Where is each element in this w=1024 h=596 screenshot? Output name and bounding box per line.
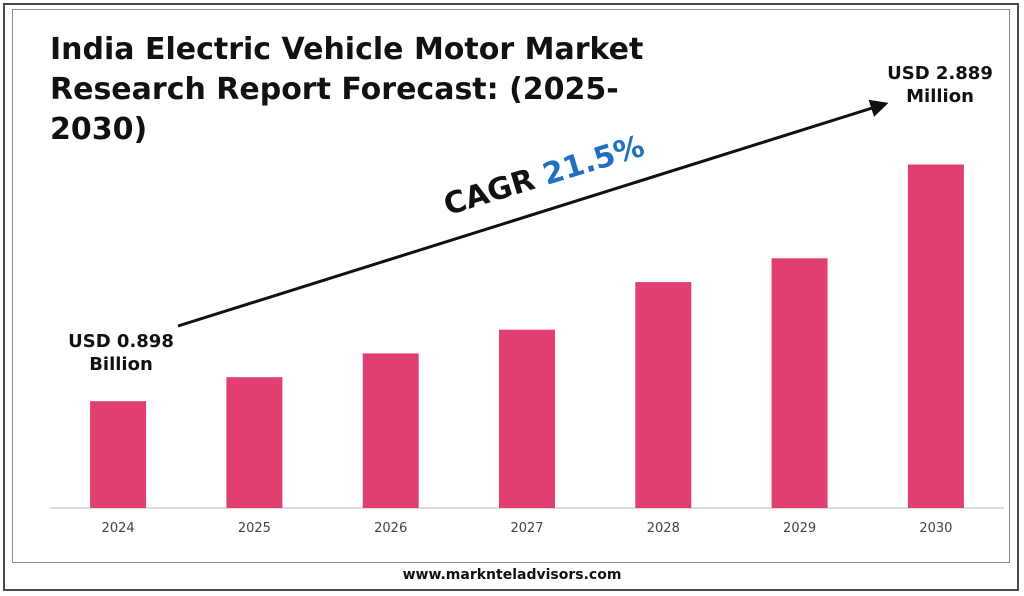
source-url: www.marknteladvisors.com	[402, 567, 622, 583]
bar-2029	[771, 258, 828, 508]
bar-2027	[499, 329, 555, 508]
outer-frame	[3, 3, 1019, 591]
x-tick-label: 2029	[783, 521, 816, 536]
x-tick-label: 2025	[238, 521, 271, 536]
chart-frame	[12, 9, 1010, 563]
bar-2028	[635, 282, 692, 508]
bar-2026	[362, 353, 419, 508]
chart-title: India Electric Vehicle Motor Market Rese…	[50, 32, 644, 147]
start-value: USD 0.898	[68, 331, 174, 352]
start-value-label: USD 0.898 Billion	[46, 330, 196, 376]
end-value: USD 2.889	[887, 63, 993, 84]
start-unit: Billion	[89, 354, 153, 375]
cagr-arrow	[177, 99, 889, 328]
x-tick-label: 2028	[647, 521, 680, 536]
bar-2024	[90, 401, 147, 508]
end-value-label: USD 2.889 Million	[870, 62, 1010, 108]
x-tick-label: 2026	[374, 521, 407, 536]
end-unit: Million	[906, 86, 974, 107]
bar-2025	[226, 377, 283, 508]
x-tick-label: 2024	[102, 521, 135, 536]
x-tick-label: 2030	[919, 521, 952, 536]
x-tick-label: 2027	[510, 521, 543, 536]
bar-2030	[907, 164, 964, 508]
